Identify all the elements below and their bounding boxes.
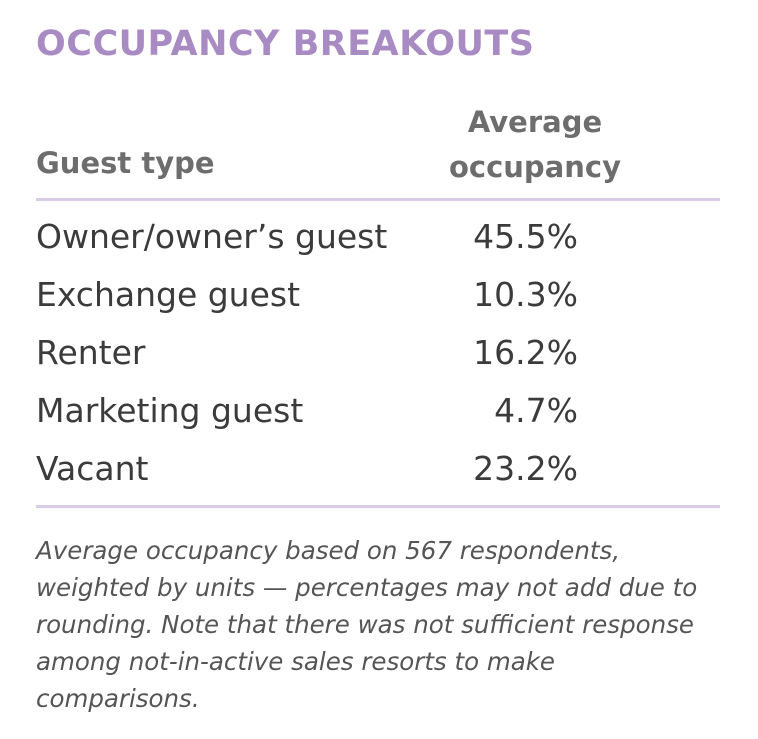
column-header: Guest type bbox=[36, 146, 215, 180]
table-row: Exchange guest 10.3% bbox=[36, 275, 578, 333]
table-row: Owner/owner’s guest 45.5% bbox=[36, 217, 578, 275]
column-header: Average occupancy bbox=[448, 105, 622, 184]
occupancy-value: 4.7% bbox=[494, 391, 578, 430]
bottom-rule bbox=[36, 505, 720, 508]
occupancy-value: 10.3% bbox=[473, 275, 578, 314]
occupancy-value: 45.5% bbox=[473, 217, 578, 256]
title: OCCUPANCY BREAKOUTS bbox=[36, 24, 535, 64]
footnote: Average occupancy based on 567 responden… bbox=[36, 536, 698, 713]
table-row: Renter 16.2% bbox=[36, 333, 578, 391]
occupancy-value: 23.2% bbox=[473, 449, 578, 488]
occupancy-value: 16.2% bbox=[473, 333, 578, 372]
guest-type: Owner/owner’s guest bbox=[36, 217, 388, 256]
guest-type: Marketing guest bbox=[36, 391, 304, 430]
table-row: Vacant 23.2% bbox=[36, 449, 578, 507]
guest-type: Vacant bbox=[36, 449, 149, 488]
table-row: Marketing guest 4.7% bbox=[36, 391, 578, 449]
guest-type: Exchange guest bbox=[36, 275, 301, 314]
header-rule bbox=[36, 198, 720, 201]
guest-type: Renter bbox=[36, 333, 146, 372]
